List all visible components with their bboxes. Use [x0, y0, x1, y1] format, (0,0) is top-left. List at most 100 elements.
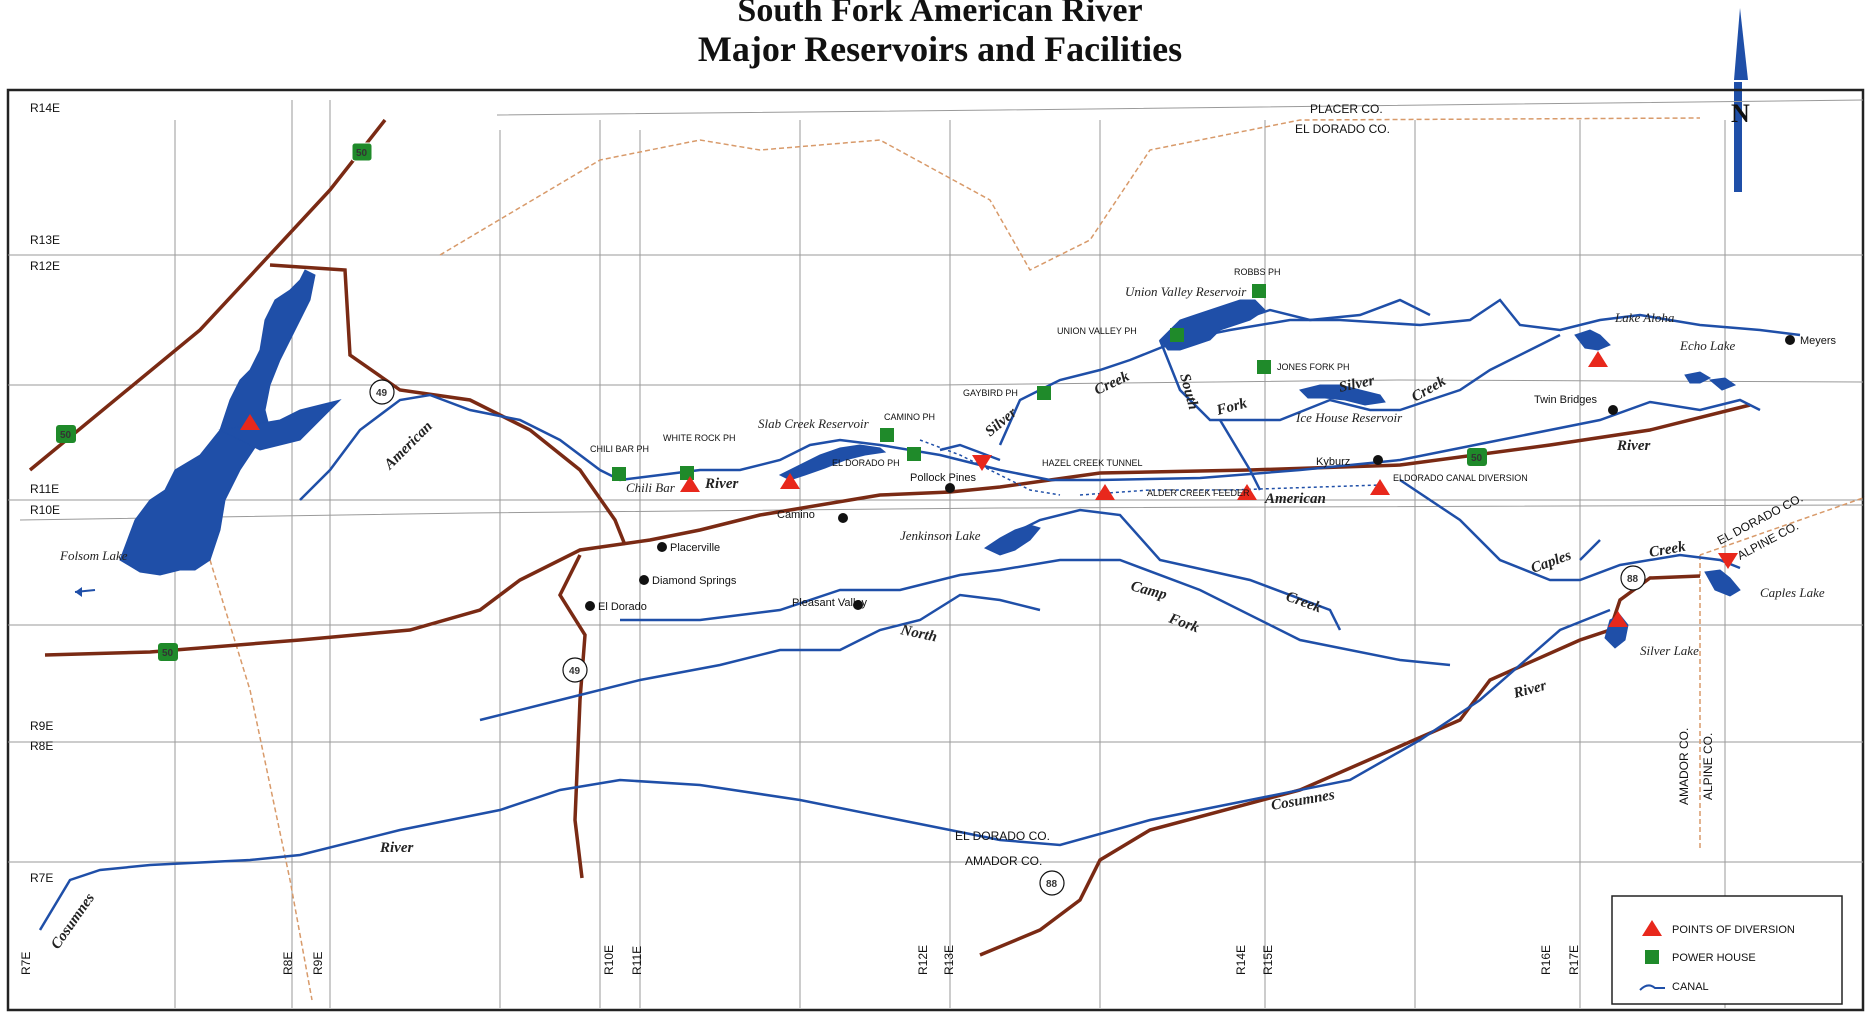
diversion-point-icon — [1237, 484, 1257, 500]
camp-creek — [999, 508, 1342, 631]
town-labels: Meyers Twin Bridges Kyburz Pollock Pines… — [598, 335, 1837, 613]
highway-88 — [979, 574, 1701, 957]
town-dot-icon — [945, 483, 955, 493]
echo-lake — [1684, 371, 1712, 384]
label-twin-bridges: Twin Bridges — [1534, 394, 1597, 406]
map-title-line1: South Fork American River — [737, 0, 1143, 29]
label-white-rock-ph: WHITE ROCK PH — [663, 433, 736, 443]
label-echo-lake: Echo Lake — [1679, 338, 1735, 353]
label-caples-lake: Caples Lake — [1760, 585, 1825, 600]
silver-creek — [998, 298, 1801, 446]
town-dot-icon — [838, 513, 848, 523]
county-label-alpine-vertical: ALPINE CO. — [1701, 733, 1715, 800]
power-house-icon — [1037, 386, 1051, 400]
label-river-right: River — [1616, 438, 1650, 454]
power-house-icon — [612, 467, 626, 481]
range-label-bottom-r8e: R8E — [281, 952, 295, 975]
label-kyburz: Kyburz — [1316, 456, 1350, 468]
highway-49-north — [269, 263, 627, 546]
svg-text:50: 50 — [356, 148, 368, 159]
range-label-r7e: R7E — [30, 871, 53, 885]
power-house-icon — [1257, 360, 1271, 374]
label-silver-creek-3: Silver — [1338, 373, 1377, 396]
range-label-r10e: R10E — [30, 503, 60, 517]
highway-50-main — [44, 403, 1751, 657]
label-silver-lake: Silver Lake — [1640, 643, 1699, 658]
label-south-fork-1: South — [1176, 372, 1201, 412]
town-dot-icon — [657, 542, 667, 552]
label-cosumnes-river: River — [1511, 678, 1548, 702]
highway-49 — [557, 554, 587, 879]
range-label-bottom-r7e: R7E — [19, 952, 33, 975]
town-dot-icon — [1608, 405, 1618, 415]
label-diamond-springs: Diamond Springs — [652, 575, 737, 587]
slab-creek-reservoir — [778, 444, 887, 481]
label-south-fork-2: Fork — [1214, 395, 1249, 419]
highway-network — [28, 118, 1751, 957]
sr-88-shield-icon: 88 — [1620, 565, 1646, 591]
label-cosumnes-mid: Cosumnes — [1270, 787, 1336, 814]
south-fork-silver-creek — [1158, 333, 1561, 422]
diversion-point-icon — [1608, 611, 1628, 627]
north-fork-cosumnes — [620, 558, 1451, 667]
us-50-shield-icon: 50 — [158, 643, 178, 661]
range-label-bottom-r12e: R12E — [916, 945, 930, 975]
folsom-lake-arm — [218, 399, 342, 451]
range-label-bottom-r13e: R13E — [942, 945, 956, 975]
label-river-lower: River — [379, 840, 413, 856]
range-label-bottom-r14e: R14E — [1234, 945, 1248, 975]
diversion-points — [240, 351, 1738, 627]
junction-stream — [1218, 419, 1262, 491]
echo-lake-2 — [1708, 377, 1737, 391]
county-label-eldorado-top: EL DORADO CO. — [1295, 122, 1390, 136]
north-arrow-icon: N — [1731, 8, 1750, 192]
power-house-icon — [1252, 284, 1266, 298]
label-american-left: American — [381, 418, 436, 473]
water-bodies — [119, 269, 1741, 649]
canal-network — [919, 439, 1381, 496]
label-north: North — [898, 622, 938, 645]
us-50-shield-icon: 50 — [351, 142, 373, 162]
sr-49-shield-icon: 49 — [562, 657, 588, 683]
power-house-icon — [907, 447, 921, 461]
power-houses — [612, 284, 1271, 481]
label-caples-creek: Creek — [1648, 539, 1687, 561]
label-eldorado-canal-diversion: ELDORADO CANAL DIVERSION — [1393, 473, 1528, 483]
county-label-amador-vertical: AMADOR CO. — [1677, 728, 1691, 805]
silver-creek-upper — [1239, 298, 1431, 322]
range-label-r13e: R13E — [30, 233, 60, 247]
town-dot-icon — [1785, 335, 1795, 345]
south-fork-cosumnes — [479, 593, 1041, 722]
range-labels-bottom: R7E R8E R9E R10E R11E R12E R13E R14E R15… — [19, 945, 1581, 975]
range-label-bottom-r10e: R10E — [602, 945, 616, 975]
caples-lake — [1704, 569, 1741, 597]
label-slab-creek: Slab Creek Reservoir — [758, 416, 870, 431]
label-lake-aloha: Lake Aloha — [1614, 310, 1675, 325]
north-arrow-label: N — [1731, 99, 1750, 128]
map-title-line2: Major Reservoirs and Facilities — [697, 29, 1183, 69]
label-pleasant-valley: Pleasant Valley — [792, 597, 868, 609]
label-ice-house: Ice House Reservoir — [1295, 410, 1403, 425]
legend-canal-label: CANAL — [1672, 981, 1709, 993]
arrow-icon — [75, 587, 82, 597]
svg-text:50: 50 — [60, 430, 72, 441]
label-camino-ph: CAMINO PH — [884, 412, 935, 422]
power-house-icon — [680, 466, 694, 480]
range-label-r12e: R12E — [30, 259, 60, 273]
range-label-bottom-r9e: R9E — [311, 952, 325, 975]
range-label-bottom-r11e: R11E — [630, 946, 644, 975]
map-frame — [6, 88, 1865, 1012]
county-label-amador-bottom: AMADOR CO. — [965, 854, 1042, 868]
power-house-icon — [880, 428, 894, 442]
diversion-point-icon — [972, 455, 992, 471]
range-label-bottom-r15e: R15E — [1261, 945, 1275, 975]
label-gaybird-ph: GAYBIRD PH — [963, 388, 1018, 398]
label-alder-creek-feeder: ALDER CREEK FEEDER — [1147, 488, 1250, 498]
jenkinson-lake — [983, 524, 1041, 556]
highway-50-north — [28, 118, 387, 472]
south-fork-american-river — [299, 393, 1761, 501]
folsom-lake — [119, 269, 316, 576]
svg-text:49: 49 — [569, 666, 581, 677]
label-camino: Camino — [777, 509, 815, 521]
diversion-point-icon — [1718, 553, 1738, 569]
